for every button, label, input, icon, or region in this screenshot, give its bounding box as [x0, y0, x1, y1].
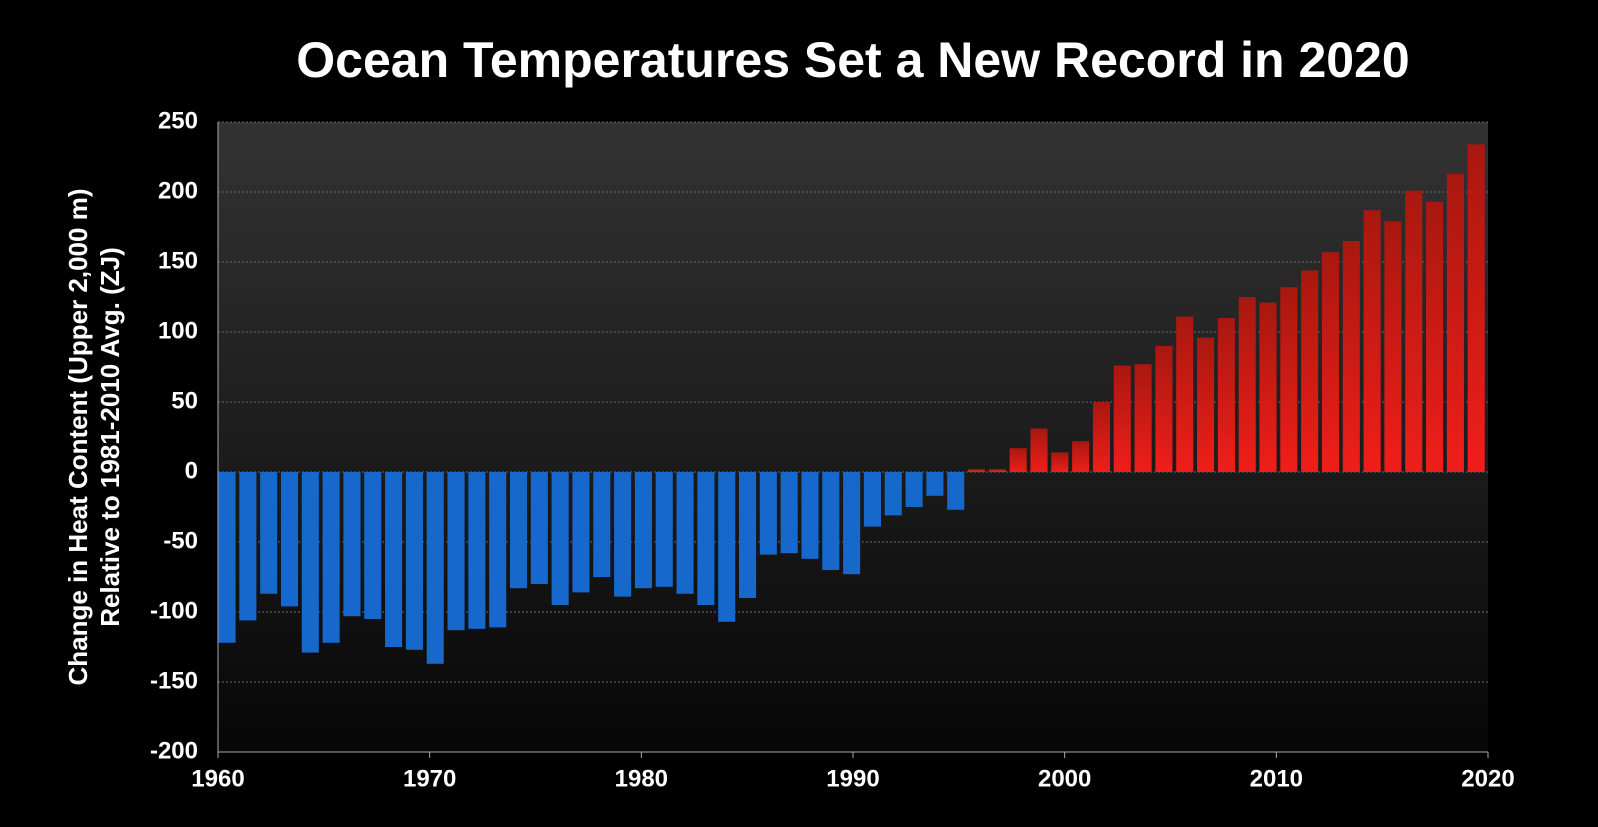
- bar: [489, 472, 507, 628]
- bar: [1176, 316, 1194, 472]
- bar: [551, 472, 569, 605]
- bar: [926, 472, 944, 496]
- bar: [239, 472, 257, 621]
- y-tick-label: 150: [158, 247, 198, 274]
- bar: [697, 472, 715, 605]
- chart-title: Ocean Temperatures Set a New Record in 2…: [296, 32, 1409, 88]
- bar: [343, 472, 361, 617]
- bar: [280, 472, 299, 607]
- bar: [572, 472, 590, 593]
- y-axis-label: Change in Heat Content (Upper 2,000 m): [63, 189, 93, 686]
- bar: [822, 472, 840, 570]
- bar: [1426, 201, 1444, 473]
- bar: [1342, 241, 1360, 472]
- y-axis-label: Relative to 1981-2010 Avg. (ZJ): [95, 247, 125, 627]
- y-tick-label: -200: [150, 737, 198, 764]
- bar: [1446, 173, 1464, 473]
- y-tick-label: 0: [185, 457, 198, 484]
- x-tick-label: 1970: [403, 765, 456, 792]
- bar: [218, 472, 236, 643]
- bar: [260, 472, 278, 594]
- bar: [301, 472, 319, 653]
- bar: [738, 472, 757, 598]
- bar: [1384, 221, 1402, 472]
- bar: [614, 472, 632, 597]
- bar: [447, 472, 465, 631]
- bar: [1155, 346, 1173, 472]
- bar: [1113, 365, 1131, 472]
- bar: [1405, 190, 1423, 472]
- bar: [1321, 252, 1340, 472]
- bar: [947, 472, 965, 510]
- bar: [593, 472, 611, 577]
- bar: [1092, 402, 1110, 472]
- bar: [884, 472, 902, 516]
- bar: [988, 469, 1006, 472]
- y-tick-label: -150: [150, 667, 198, 694]
- y-tick-label: 100: [158, 317, 198, 344]
- x-tick-label: 2010: [1250, 765, 1303, 792]
- x-tick-label: 1980: [615, 765, 668, 792]
- plot-area: [218, 122, 1488, 752]
- bar: [1259, 302, 1277, 472]
- x-tick-label: 1990: [826, 765, 879, 792]
- bar: [905, 472, 923, 507]
- bar: [1238, 297, 1256, 472]
- bar: [364, 472, 382, 619]
- bar: [1301, 270, 1319, 472]
- bar: [780, 472, 798, 554]
- bar: [1197, 337, 1215, 472]
- bar: [322, 472, 340, 643]
- bar: [405, 472, 423, 650]
- bar: [1363, 210, 1381, 472]
- bar: [468, 472, 486, 629]
- bar: [1134, 364, 1152, 472]
- x-tick-label: 2000: [1038, 765, 1091, 792]
- bar: [968, 469, 986, 472]
- bar: [385, 472, 403, 647]
- y-tick-label: 250: [158, 107, 198, 134]
- bar: [1072, 441, 1090, 472]
- y-tick-label: 200: [158, 177, 198, 204]
- bar: [843, 472, 861, 575]
- y-tick-label: -50: [163, 527, 198, 554]
- bar: [655, 472, 673, 587]
- bar: [1009, 448, 1027, 472]
- bar: [718, 472, 736, 622]
- x-tick-label: 1960: [191, 765, 244, 792]
- bar: [863, 472, 881, 527]
- bar: [1030, 428, 1048, 472]
- bar: [1217, 318, 1235, 472]
- bar: [1467, 144, 1485, 472]
- bar: [759, 472, 777, 555]
- bar: [634, 472, 652, 589]
- bar: [801, 472, 819, 559]
- bar: [426, 472, 444, 664]
- bar: [530, 472, 548, 584]
- bar: [676, 472, 694, 594]
- bar: [509, 472, 528, 589]
- y-tick-label: -100: [150, 597, 198, 624]
- y-tick-label: 50: [171, 387, 198, 414]
- bar: [1051, 452, 1069, 472]
- x-tick-label: 2020: [1461, 765, 1514, 792]
- bar: [1280, 287, 1298, 472]
